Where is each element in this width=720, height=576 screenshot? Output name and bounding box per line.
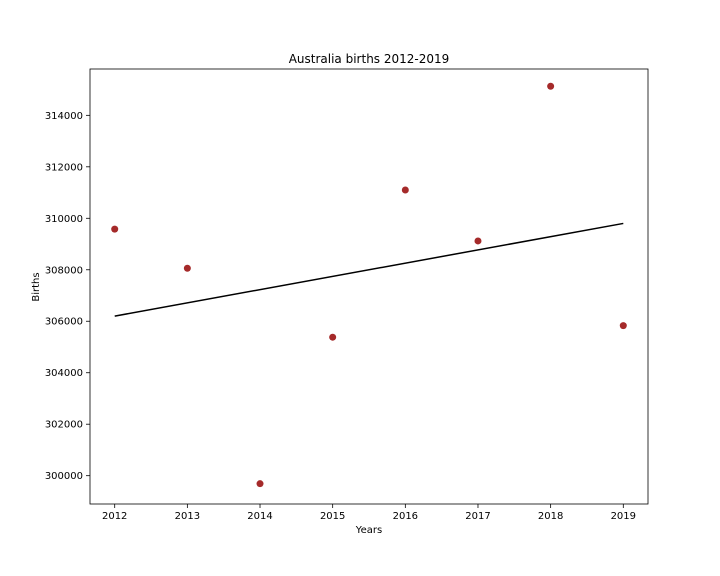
x-tick-label: 2016 [393,511,418,522]
x-tick-label: 2017 [465,511,490,522]
y-tick-label: 302000 [45,420,83,431]
y-tick-label: 306000 [45,317,83,328]
x-tick-label: 2018 [538,511,563,522]
trend-line [114,222,624,317]
y-tick-label: 304000 [45,368,83,379]
y-tick-label: 312000 [45,162,83,173]
y-tick-label: 310000 [45,214,83,225]
data-point [111,225,119,233]
data-point [619,322,627,330]
x-tick-label: 2019 [611,511,636,522]
data-point [256,480,264,488]
plot-area: 2012 2013 2014 2015 2016 2017 2018 2019 300000 30… [45,68,649,522]
data-point [401,186,409,194]
y-tick-label: 308000 [45,265,83,276]
y-tick-label: 314000 [45,111,83,122]
y-tick-label: 300000 [45,471,83,482]
x-tick-label: 2015 [320,511,345,522]
y-axis-title: Births [31,272,42,301]
x-tick-label: 2014 [247,511,272,522]
data-point [329,333,337,341]
x-axis-title: Years [355,525,382,536]
data-point [474,237,482,245]
x-tick-label: 2012 [102,511,127,522]
data-point [183,264,191,272]
chart-title: Australia births 2012-2019 [289,52,450,66]
plot-frame [89,68,649,505]
data-point [547,82,555,90]
x-tick-label: 2013 [175,511,200,522]
